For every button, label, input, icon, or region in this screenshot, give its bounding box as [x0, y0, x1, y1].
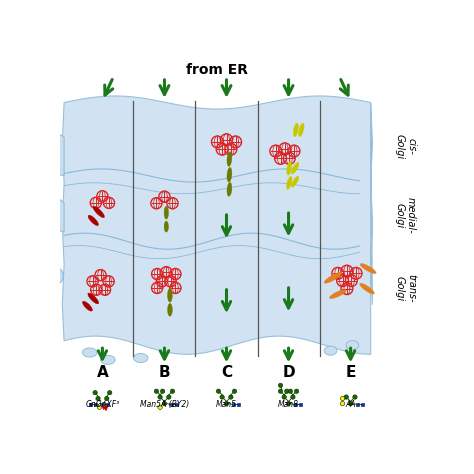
Circle shape: [286, 401, 291, 406]
Text: C: C: [221, 365, 232, 380]
Circle shape: [232, 389, 237, 393]
Text: A: A: [97, 365, 108, 380]
Ellipse shape: [88, 293, 99, 304]
Ellipse shape: [360, 264, 376, 273]
Ellipse shape: [167, 288, 173, 302]
Ellipse shape: [346, 341, 359, 350]
Text: medial-
Golgi: medial- Golgi: [394, 197, 416, 234]
Circle shape: [348, 401, 353, 406]
Bar: [170, 403, 173, 406]
Circle shape: [93, 391, 97, 395]
Text: Man5A (BY2): Man5A (BY2): [140, 400, 189, 409]
Circle shape: [344, 395, 348, 399]
Polygon shape: [42, 130, 64, 175]
Text: from ER: from ER: [186, 63, 248, 77]
Ellipse shape: [227, 167, 232, 182]
Ellipse shape: [292, 163, 299, 174]
Text: B: B: [159, 365, 170, 380]
Circle shape: [160, 389, 165, 393]
Circle shape: [353, 395, 357, 399]
Circle shape: [167, 395, 171, 399]
Circle shape: [108, 391, 112, 395]
Circle shape: [105, 396, 109, 401]
Text: AA: AA: [346, 400, 356, 409]
Ellipse shape: [164, 221, 168, 232]
Circle shape: [96, 396, 100, 401]
Ellipse shape: [133, 354, 148, 363]
Circle shape: [154, 389, 159, 393]
Text: GnGnXF³: GnGnXF³: [85, 400, 119, 409]
Circle shape: [220, 395, 224, 399]
Bar: [232, 403, 235, 406]
Ellipse shape: [292, 176, 299, 187]
Ellipse shape: [293, 123, 298, 137]
Circle shape: [158, 395, 162, 399]
Ellipse shape: [82, 301, 92, 311]
Circle shape: [162, 401, 167, 406]
Ellipse shape: [100, 355, 115, 365]
Bar: [299, 403, 301, 406]
Circle shape: [340, 401, 345, 406]
Circle shape: [288, 389, 292, 393]
Text: Man5: Man5: [216, 400, 237, 409]
Ellipse shape: [287, 161, 292, 175]
Bar: [89, 403, 92, 406]
Ellipse shape: [88, 215, 99, 226]
Circle shape: [282, 395, 286, 399]
Text: trans-
Golgi: trans- Golgi: [394, 274, 416, 303]
Circle shape: [97, 405, 102, 410]
Polygon shape: [62, 96, 373, 355]
Bar: [294, 403, 297, 406]
Ellipse shape: [42, 136, 57, 157]
Text: E: E: [346, 365, 356, 380]
Ellipse shape: [50, 268, 63, 284]
Bar: [101, 403, 104, 406]
Circle shape: [170, 389, 175, 393]
Bar: [356, 403, 359, 406]
Text: cis-
Golgi: cis- Golgi: [394, 134, 416, 159]
Polygon shape: [49, 196, 64, 232]
Circle shape: [228, 395, 233, 399]
Circle shape: [158, 405, 162, 410]
Ellipse shape: [360, 283, 374, 294]
Circle shape: [278, 389, 283, 393]
Ellipse shape: [93, 206, 104, 218]
Bar: [175, 403, 178, 406]
Ellipse shape: [227, 152, 232, 166]
Ellipse shape: [82, 348, 97, 357]
Circle shape: [340, 396, 345, 401]
Text: D: D: [282, 365, 295, 380]
Bar: [237, 403, 240, 406]
Circle shape: [284, 389, 289, 393]
Circle shape: [278, 383, 283, 388]
Bar: [361, 403, 364, 406]
Ellipse shape: [287, 176, 292, 189]
Ellipse shape: [227, 182, 232, 196]
Ellipse shape: [299, 123, 304, 137]
Ellipse shape: [329, 290, 346, 299]
Circle shape: [224, 401, 228, 406]
Ellipse shape: [167, 303, 173, 316]
Polygon shape: [104, 407, 108, 411]
Circle shape: [294, 389, 299, 393]
Circle shape: [291, 395, 295, 399]
Bar: [106, 403, 109, 406]
Bar: [94, 403, 97, 406]
Ellipse shape: [164, 206, 168, 219]
Ellipse shape: [324, 346, 337, 355]
Circle shape: [216, 389, 221, 393]
Text: Man8: Man8: [278, 400, 299, 409]
Ellipse shape: [324, 272, 342, 283]
